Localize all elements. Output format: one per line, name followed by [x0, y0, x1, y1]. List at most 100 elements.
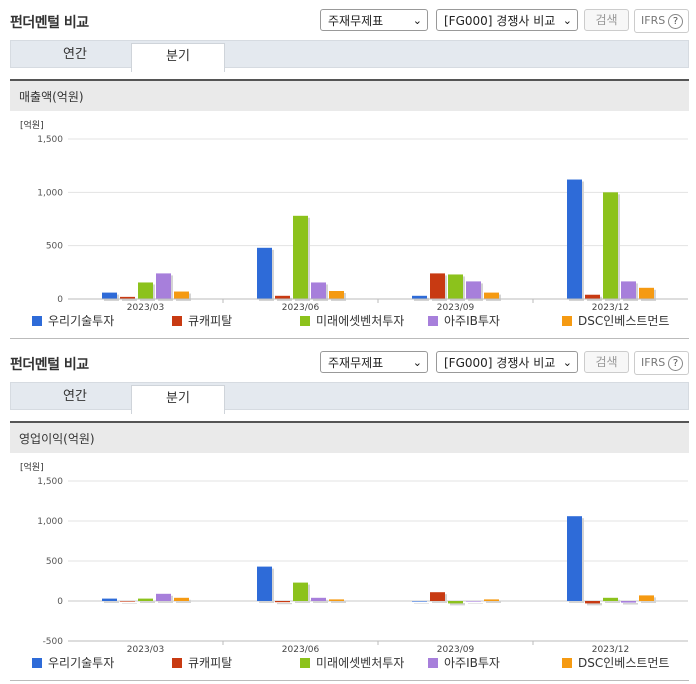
peer-group-select-value: [FG000] 경쟁사 비교 [444, 356, 556, 370]
revenue-chart: [억원] 0 500 1,000 1,500 2023/03 2023/06 2023/09 2… [20, 119, 688, 313]
bar-shadow [176, 599, 191, 603]
bar-shadow [122, 603, 137, 604]
legend-item: 우리기술투자 [32, 655, 114, 671]
tab-quarterly[interactable]: 분기 [131, 43, 225, 72]
legend-label: 미래에셋벤처투자 [316, 656, 405, 670]
bar [430, 592, 445, 601]
legend-swatch [562, 316, 572, 326]
chart-box: 매출액(억원) [억원] 0 500 1,000 1,500 2023/03 2023/06… [10, 79, 689, 339]
ifrs-label: IFRS [641, 14, 666, 27]
y-tick-label: 1,000 [37, 517, 63, 527]
y-tick-label: 500 [46, 557, 63, 567]
bar [448, 274, 463, 299]
bar [585, 601, 600, 604]
legend-item: 큐캐피탈 [172, 313, 232, 329]
ifrs-help-button[interactable]: IFRS ? [634, 9, 689, 33]
legend-item: 아주IB투자 [428, 313, 500, 329]
bar [275, 601, 290, 603]
chart-header: 영업이익(억원) [10, 423, 689, 453]
legend-swatch [300, 316, 310, 326]
peer-group-select[interactable]: [FG000] 경쟁사 비교 ⌄ [436, 351, 578, 373]
operating-profit-chart: [억원] -500 0 500 1,000 1,500 2023/03 2023/06 2023… [20, 461, 688, 655]
bar-shadow [331, 601, 346, 603]
peer-group-select[interactable]: [FG000] 경쟁사 비교 ⌄ [436, 9, 578, 31]
search-button[interactable]: 검색 [584, 351, 629, 373]
period-tabs: 연간 분기 [10, 40, 689, 72]
search-button[interactable]: 검색 [584, 9, 629, 31]
peer-group-select-value: [FG000] 경쟁사 비교 [444, 14, 556, 28]
legend-item: 큐캐피탈 [172, 655, 232, 671]
y-tick-label: 500 [46, 242, 63, 252]
bar-shadow [605, 599, 620, 603]
legend-swatch [32, 658, 42, 668]
bar [430, 273, 445, 299]
bar [621, 601, 636, 603]
bar [585, 294, 600, 299]
statement-select[interactable]: 주재무제표 ⌄ [320, 9, 428, 31]
legend-label: DSC인베스트먼트 [578, 314, 670, 328]
legend-label: 큐캐피탈 [188, 656, 233, 670]
bar [156, 273, 171, 299]
help-icon: ? [668, 356, 683, 371]
y-tick-label: 1,000 [37, 188, 63, 198]
legend-swatch [562, 658, 572, 668]
ifrs-help-button[interactable]: IFRS ? [634, 351, 689, 375]
bar-shadow [468, 603, 483, 604]
legend-label: 우리기술투자 [48, 656, 115, 670]
bar [448, 601, 463, 604]
statement-select-value: 주재무제표 [328, 14, 384, 28]
bar [275, 295, 290, 299]
bar-shadow [277, 603, 292, 605]
bar-shadow [587, 603, 602, 606]
tab-quarterly[interactable]: 분기 [131, 385, 225, 414]
x-tick-label: 2023/09 [437, 303, 475, 313]
bar-shadow [623, 603, 638, 605]
bar [138, 282, 153, 299]
legend-label: DSC인베스트먼트 [578, 656, 670, 670]
bar-shadow [140, 600, 155, 603]
statement-select[interactable]: 주재무제표 ⌄ [320, 351, 428, 373]
y-axis-unit: [억원] [20, 119, 44, 131]
bar [484, 292, 499, 299]
legend-swatch [300, 658, 310, 668]
bar [120, 296, 135, 299]
legend-swatch [428, 658, 438, 668]
chart-box: 영업이익(억원) [억원] -500 0 500 1,000 1,500 2023/03 20… [10, 421, 689, 681]
bar [257, 247, 272, 299]
chevron-down-icon: ⌄ [562, 356, 572, 369]
fundamental-section-revenue: 펀더멘털 비교 주재무제표 ⌄ [FG000] 경쟁사 비교 ⌄ 검색 IFRS… [10, 9, 689, 339]
y-tick-label: 1,500 [37, 477, 63, 487]
bar [603, 192, 618, 299]
help-icon: ? [668, 14, 683, 29]
bar [311, 282, 326, 299]
x-tick-label: 2023/03 [127, 645, 164, 655]
bar [329, 291, 344, 299]
tab-annual[interactable]: 연간 [63, 47, 87, 62]
section-title: 펀더멘털 비교 [10, 15, 89, 31]
bar [466, 281, 481, 299]
legend-swatch [172, 658, 182, 668]
legend-item: DSC인베스트먼트 [562, 655, 669, 671]
legend-item: 아주IB투자 [428, 655, 500, 671]
y-tick-label: 0 [57, 597, 63, 607]
bar [120, 601, 135, 602]
bar [329, 599, 344, 601]
bar [102, 598, 117, 601]
fundamental-section-operating-profit: 펀더멘털 비교 주재무제표 ⌄ [FG000] 경쟁사 비교 ⌄ 검색 IFRS… [0, 342, 696, 684]
period-tabs: 연간 분기 [10, 382, 689, 414]
bar-shadow [450, 603, 465, 606]
legend-label: 아주IB투자 [444, 314, 500, 328]
bar [603, 597, 618, 601]
bar [138, 598, 153, 601]
bar [639, 287, 654, 299]
tab-annual[interactable]: 연간 [63, 389, 87, 404]
legend-label: 우리기술투자 [48, 314, 115, 328]
bar [257, 566, 272, 601]
chart-legend: 우리기술투자 큐캐피탈 미래에셋벤처투자 아주IB투자 DSC인베스트먼트 [32, 655, 692, 671]
y-tick-label: 0 [57, 295, 63, 305]
bar [484, 599, 499, 601]
x-tick-label: 2023/09 [437, 645, 475, 655]
chevron-down-icon: ⌄ [562, 14, 572, 27]
x-tick-label: 2023/06 [282, 645, 320, 655]
legend-item: DSC인베스트먼트 [562, 313, 669, 329]
